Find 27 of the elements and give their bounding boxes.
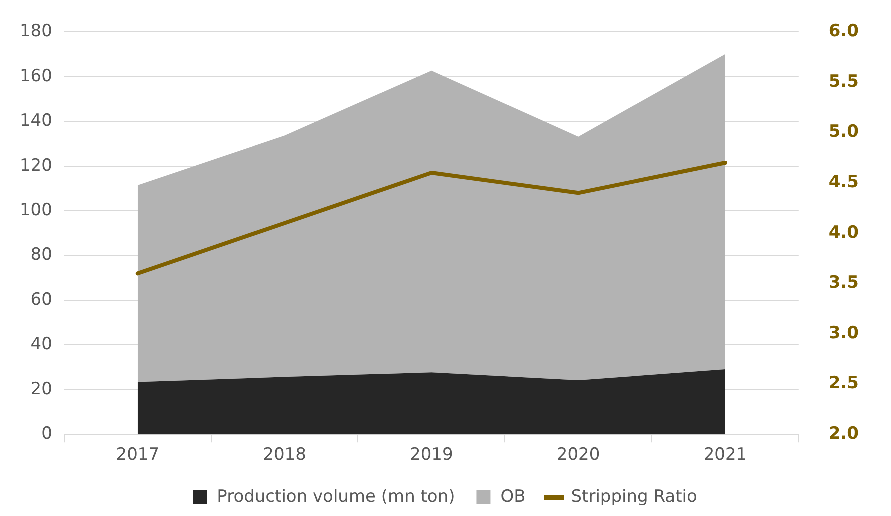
- y-tick-label: 160: [20, 66, 52, 86]
- y2-tick-label: 3.5: [828, 273, 860, 294]
- x-tick-label: 2019: [410, 445, 454, 466]
- y2-tick-label: 5.5: [828, 72, 860, 92]
- y-tick-label: 60: [30, 290, 52, 310]
- y-tick-label: 100: [20, 200, 52, 220]
- y-tick-label: 180: [20, 22, 52, 42]
- y2-tick-label: 4.5: [828, 172, 860, 193]
- legend-label: Production volume (mn ton): [217, 486, 456, 507]
- y-tick-label: 80: [30, 245, 52, 266]
- x-tick-label: 2021: [704, 445, 748, 466]
- y2-tick-label: 2.5: [828, 374, 860, 394]
- y-tick-label: 0: [42, 424, 52, 444]
- x-tick-label: 2017: [116, 445, 160, 466]
- y-tick-label: 120: [20, 156, 52, 176]
- y-tick-label: 140: [20, 111, 52, 132]
- y-tick-label: 20: [30, 379, 52, 400]
- legend-label: OB: [500, 486, 526, 507]
- y2-tick-label: 2.0: [828, 424, 860, 444]
- y2-tick-label: 6.0: [828, 22, 860, 42]
- x-tick-label: 2020: [556, 445, 600, 466]
- y2-tick-label: 4.0: [828, 222, 860, 243]
- y2-tick-label: 3.0: [828, 323, 860, 344]
- x-tick-label: 2018: [263, 445, 306, 466]
- y-tick-label: 40: [30, 334, 52, 355]
- legend-label: Stripping Ratio: [571, 486, 698, 507]
- y2-tick-label: 5.0: [828, 122, 860, 142]
